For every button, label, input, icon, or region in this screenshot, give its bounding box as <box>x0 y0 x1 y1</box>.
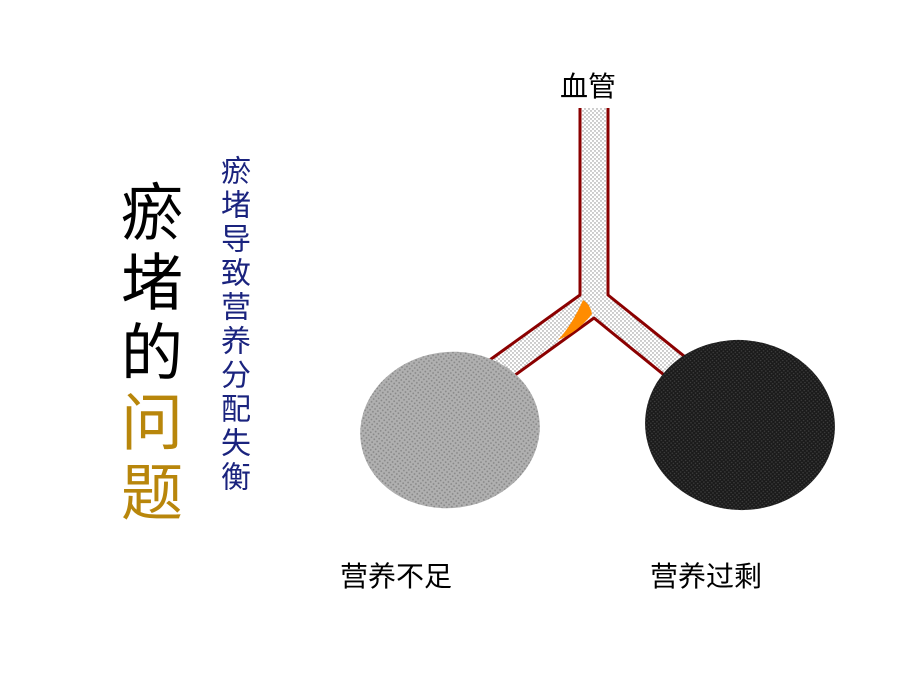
label-excess: 营养过剩 <box>650 555 762 595</box>
label-deficient: 营养不足 <box>340 555 452 595</box>
main-title: 瘀堵的问题 <box>100 180 190 530</box>
title-part2: 问题 <box>111 390 180 530</box>
vessel-diagram <box>340 100 840 540</box>
label-vessel: 血管 <box>560 65 616 105</box>
subtitle: 瘀堵导致营养分配失衡 <box>210 155 254 495</box>
title-part1: 瘀堵的 <box>111 180 180 390</box>
